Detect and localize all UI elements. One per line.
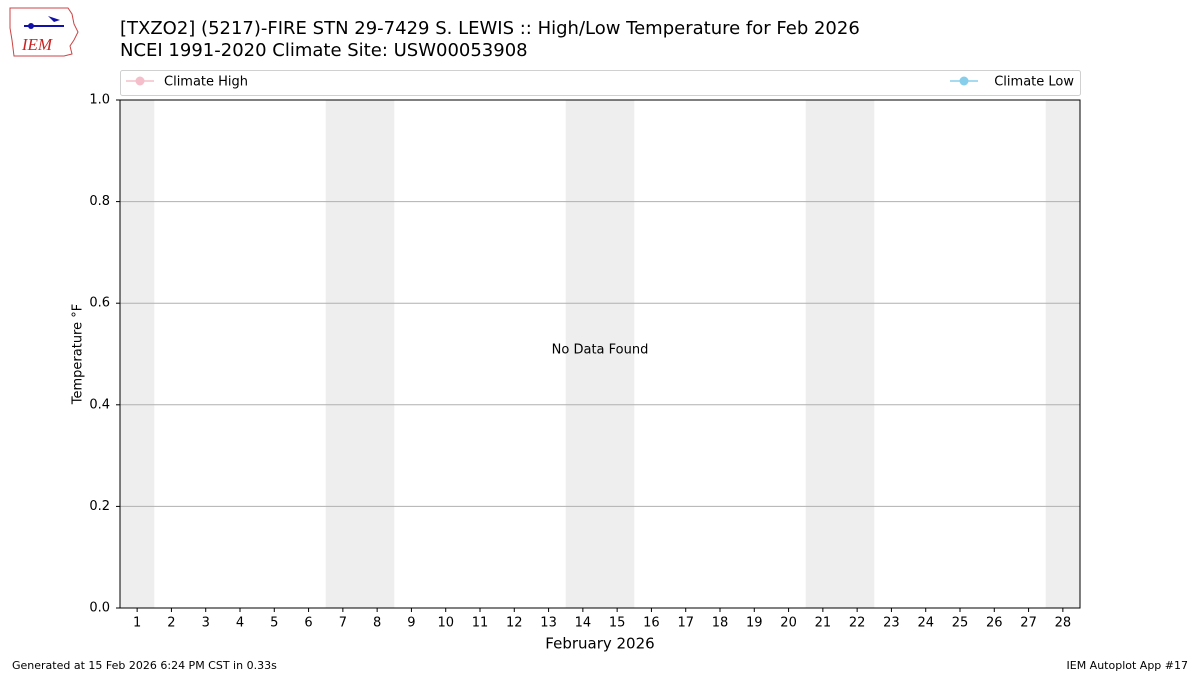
logo-text: IEM [21,35,53,54]
legend-label: Climate High [164,75,248,90]
weekend-shade [325,100,360,608]
x-tick-label: 5 [270,616,278,631]
legend-label: Climate Low [994,75,1074,90]
weekend-shade [805,100,840,608]
footer-left: Generated at 15 Feb 2026 6:24 PM CST in … [12,659,277,672]
x-tick-label: 19 [746,616,763,631]
x-tick-label: 23 [883,616,900,631]
weekend-shade [565,100,600,608]
weekend-shade [600,100,635,608]
plot-frame [119,99,1081,609]
x-tick-label: 15 [609,616,626,631]
legend-box [120,70,1081,96]
y-tick-label: 0.2 [89,499,110,514]
x-tick-label: 10 [437,616,454,631]
x-tick-label: 22 [849,616,866,631]
chart-title: [TXZO2] (5217)-FIRE STN 29-7429 S. LEWIS… [120,18,860,39]
y-axis-label: Temperature °F [71,304,86,405]
weekend-shade [360,100,395,608]
annotation: No Data Found [552,343,649,358]
x-tick-label: 6 [304,616,312,631]
x-tick-label: 3 [202,616,210,631]
weekend-shade [120,100,155,608]
chart-subtitle: NCEI 1991-2020 Climate Site: USW00053908 [120,40,528,61]
x-tick-label: 13 [540,616,557,631]
x-tick-label: 20 [780,616,797,631]
x-axis-label: February 2026 [545,635,654,653]
x-tick-label: 8 [373,616,381,631]
x-tick-label: 9 [407,616,415,631]
x-tick-label: 2 [167,616,175,631]
y-tick-label: 1.0 [89,93,110,108]
x-tick-label: 17 [677,616,694,631]
x-tick-label: 25 [952,616,969,631]
footer-right: IEM Autoplot App #17 [1067,659,1189,672]
x-tick-label: 27 [1020,616,1037,631]
logo-outline [9,7,79,57]
y-tick-label: 0.8 [89,194,110,209]
x-tick-label: 26 [986,616,1003,631]
x-tick-label: 24 [917,616,934,631]
y-tick-label: 0.4 [89,397,110,412]
y-tick-label: 0.0 [89,601,110,616]
x-tick-label: 7 [339,616,347,631]
x-tick-label: 21 [815,616,832,631]
logo-flag [48,16,60,22]
x-tick-label: 11 [472,616,489,631]
x-tick-label: 14 [575,616,592,631]
logo: IEM [9,7,79,57]
legend-marker [959,76,969,86]
x-tick-label: 28 [1055,616,1072,631]
weekend-shade [1045,100,1080,608]
weekend-shade [840,100,875,608]
legend-marker [135,76,145,86]
logo-dot [28,23,34,29]
x-tick-label: 1 [133,616,141,631]
x-tick-label: 16 [643,616,660,631]
x-tick-label: 18 [712,616,729,631]
x-tick-label: 12 [506,616,523,631]
y-tick-label: 0.6 [89,296,110,311]
x-tick-label: 4 [236,616,244,631]
